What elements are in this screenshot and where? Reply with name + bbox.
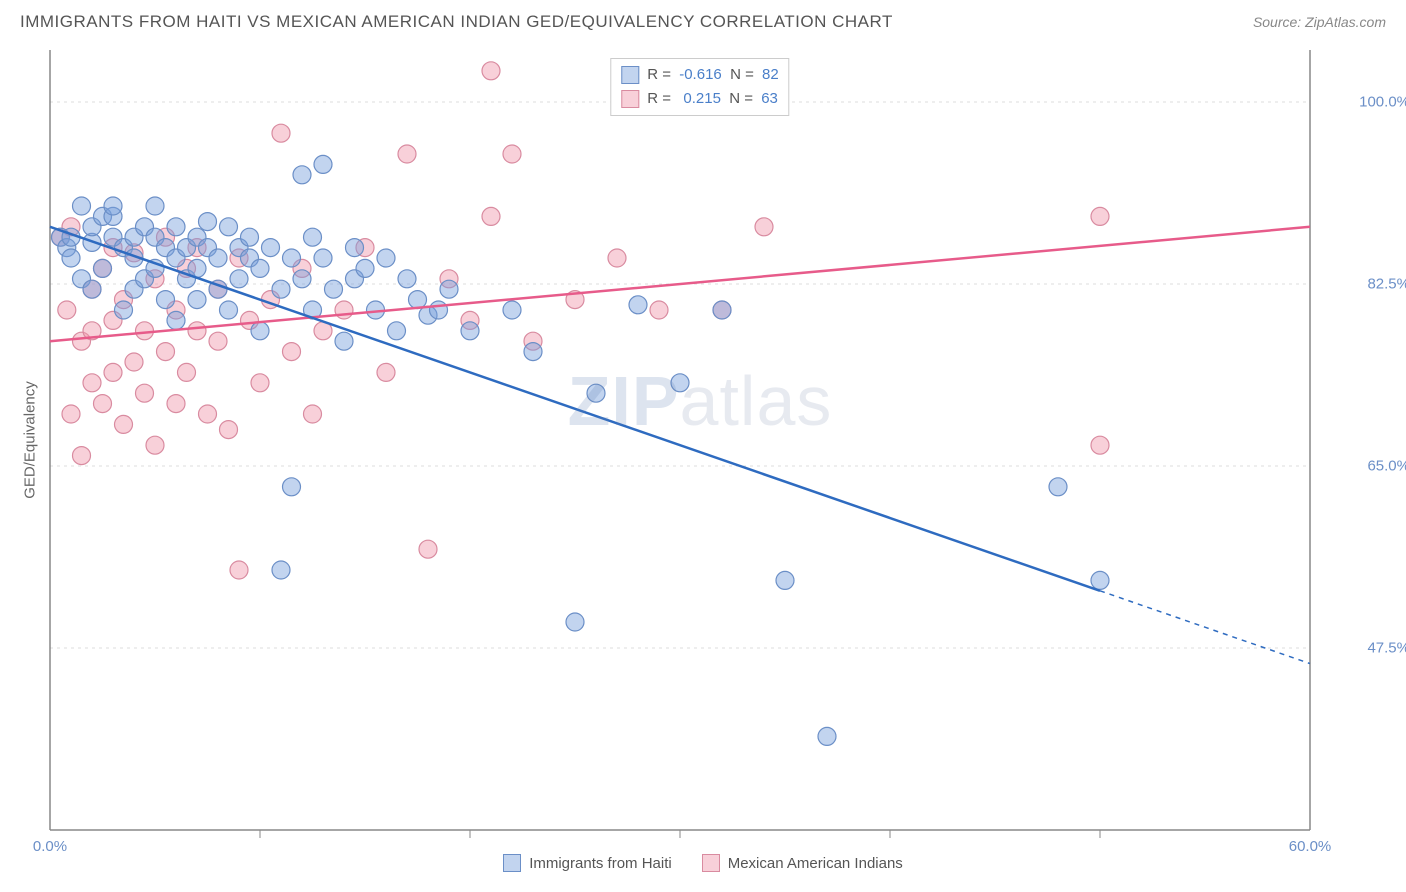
x-tick-label: 0.0%	[33, 838, 67, 855]
legend-label: Immigrants from Haiti	[529, 855, 672, 872]
stat-row-pink: R = 0.215 N = 63	[621, 87, 778, 111]
y-tick-label: 47.5%	[1367, 640, 1406, 657]
legend-item-pink: Mexican American Indians	[702, 854, 903, 872]
stat-row-blue: R = -0.616 N = 82	[621, 63, 778, 87]
source-attribution: Source: ZipAtlas.com	[1253, 14, 1386, 30]
correlation-stats-box: R = -0.616 N = 82 R = 0.215 N = 63	[610, 58, 789, 116]
y-tick-label: 100.0%	[1359, 94, 1406, 111]
swatch-pink-icon	[621, 90, 639, 108]
chart-container: GED/Equivalency ZIPatlas R = -0.616 N = …	[50, 50, 1350, 830]
swatch-pink-icon	[702, 854, 720, 872]
scatter-plot	[50, 50, 1310, 830]
legend-label: Mexican American Indians	[728, 855, 903, 872]
swatch-blue-icon	[503, 854, 521, 872]
y-tick-label: 82.5%	[1367, 276, 1406, 293]
y-axis-label: GED/Equivalency	[22, 381, 39, 499]
x-tick-label: 60.0%	[1289, 838, 1332, 855]
y-tick-label: 65.0%	[1367, 458, 1406, 475]
legend-item-blue: Immigrants from Haiti	[503, 854, 672, 872]
swatch-blue-icon	[621, 66, 639, 84]
chart-title: IMMIGRANTS FROM HAITI VS MEXICAN AMERICA…	[20, 12, 893, 32]
